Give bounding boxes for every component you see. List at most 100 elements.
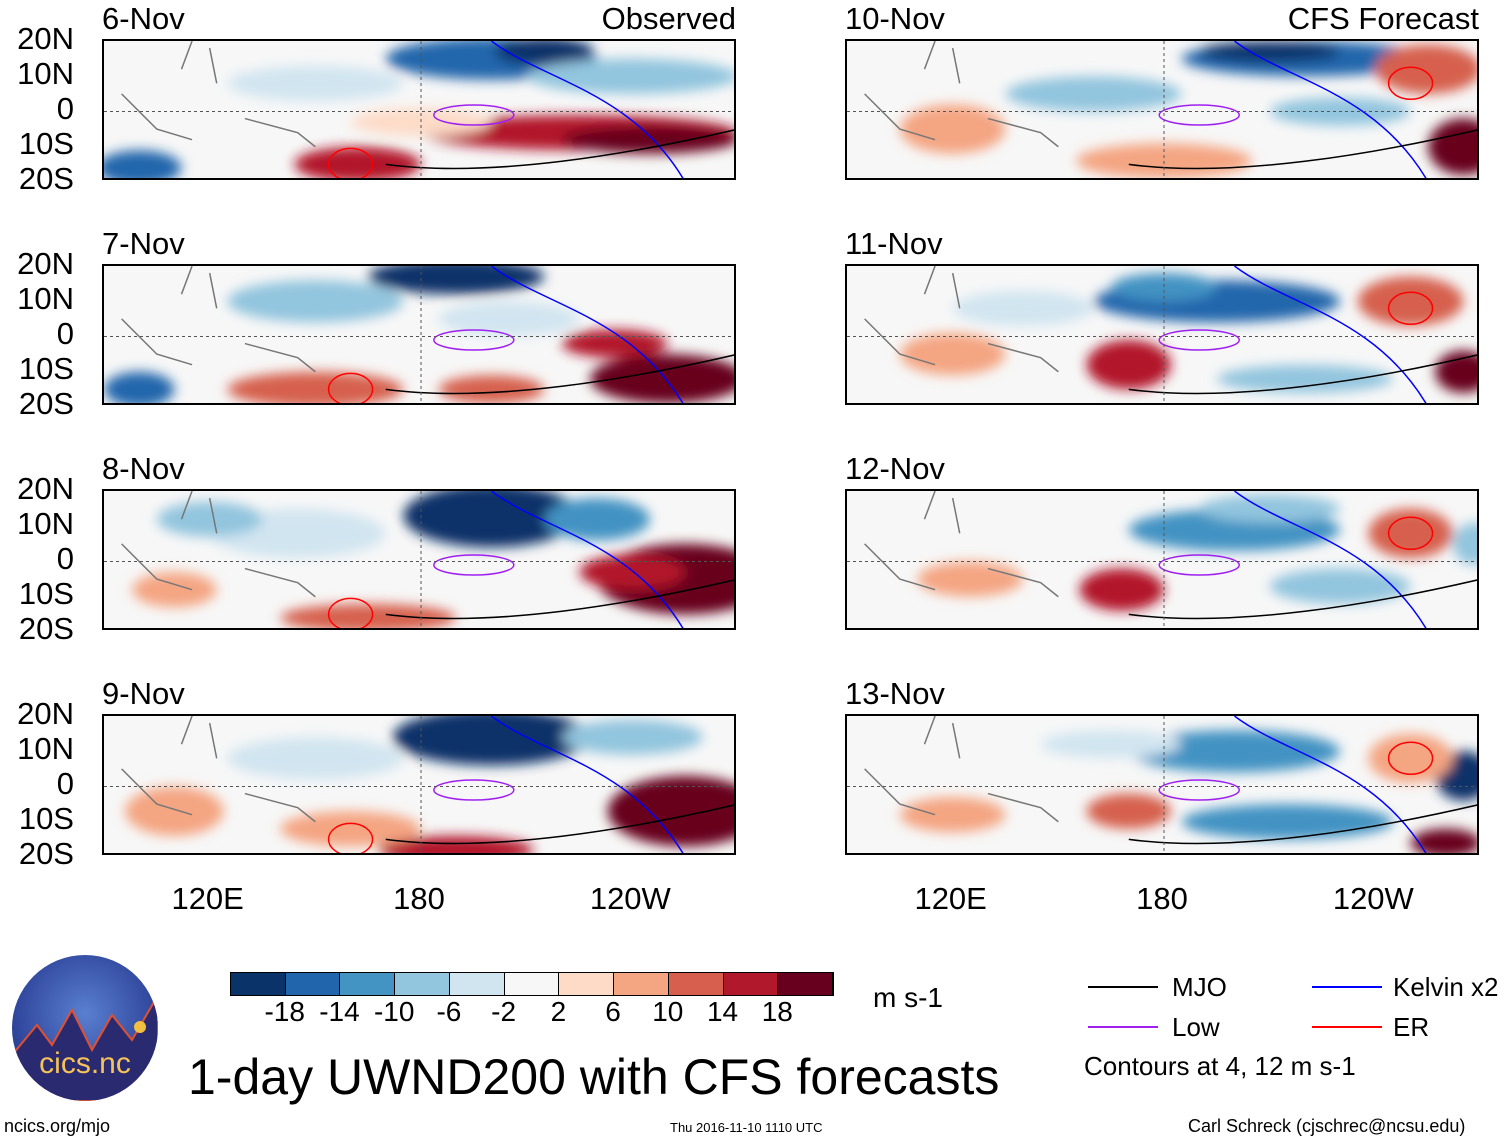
colorbar-swatch [285,973,341,995]
wind-anomaly-region [1111,273,1217,302]
wind-anomaly-region [544,498,650,541]
wind-anomaly-region [403,491,580,548]
wind-anomaly-region [280,603,457,628]
er-contour [1387,291,1434,326]
er-contour [327,147,374,178]
er-contour [327,822,374,853]
lon-tick-label: 120E [171,881,244,916]
wind-anomaly-region [1368,508,1453,558]
wind-anomaly-region [1181,804,1393,840]
coastline [864,266,1059,373]
legend-line-er [1312,1026,1382,1028]
colorbar-swatch [559,973,615,995]
colorbar-swatch [449,973,505,995]
lat-tick-label: 0 [56,91,74,126]
cics-logo: cics.nc [12,955,158,1101]
map-panel [102,39,736,180]
low-contour [433,554,515,576]
legend-line-kelvin [1312,986,1382,988]
wind-anomaly-region [132,572,217,608]
panel-date-label: 10-Nov [845,1,945,36]
figure-title: 1-day UWND200 with CFS forecasts [188,1049,1000,1105]
colorbar-tick-label: 2 [550,996,567,1027]
panel-date-label: 13-Nov [845,676,945,711]
mjo-contour [385,129,734,170]
low-contour [1158,104,1240,126]
mjo-contour [1128,354,1477,395]
wind-anomaly-region [952,290,1094,326]
mjo-contour [1128,804,1477,845]
panel-date-label: 6-Nov [102,1,185,36]
low-contour [1158,554,1240,576]
kelvin-contour [1233,266,1427,403]
panel-date-label: 7-Nov [102,226,185,261]
wind-anomaly-region [561,329,668,358]
map-panel [102,714,736,855]
low-contour [433,104,515,126]
colorbar-swatch [668,973,724,995]
lon-tick-label: 120W [589,881,671,916]
lat-tick-label: 20S [18,611,74,646]
lat-tick-label: 10N [17,731,74,766]
lon-tick-label: 120E [914,881,987,916]
map-panel [102,489,736,630]
wind-anomaly-region [156,501,263,537]
lat-tick-label: 10S [18,576,74,611]
low-contour [1158,329,1240,351]
map-panel [845,714,1479,855]
lat-tick-label: 20S [18,386,74,421]
wind-anomaly-region [227,280,404,323]
panel-date-label: 11-Nov [845,226,943,261]
colorbar [230,972,834,996]
wind-anomaly-region [1128,730,1341,773]
coastline [864,716,1059,823]
lat-tick-label: 20N [17,21,74,56]
lat-tick-label: 10N [17,506,74,541]
wind-anomaly-region [438,375,545,403]
er-contour [1387,741,1434,776]
wind-anomaly-region [1357,276,1464,326]
map-panel [845,489,1479,630]
column-label: CFS Forecast [1287,1,1479,36]
lon-tick-label: 120W [1332,881,1414,916]
wind-anomaly-region [350,107,492,137]
er-contour [1387,516,1434,551]
wind-anomaly-region [1075,143,1253,178]
low-contour [433,329,515,351]
footer-url[interactable]: ncics.org/mjo [4,1116,111,1136]
wind-anomaly-region [1375,44,1477,94]
wind-anomaly-region [378,835,534,853]
lon-tick-label: 180 [393,881,445,916]
wind-anomaly-region [104,371,175,403]
colorbar-tick-label: -2 [491,996,517,1027]
lat-tick-label: 20N [17,696,74,731]
wind-anomaly-region [104,150,182,178]
coastline [864,491,1059,598]
kelvin-contour [1233,41,1427,178]
wind-anomaly-region [917,561,1024,597]
kelvin-contour [1233,491,1427,628]
wind-anomaly-region [526,58,734,94]
mjo-contour [1128,579,1477,620]
legend-line-mjo [1088,986,1158,988]
lat-tick-label: 20S [18,161,74,196]
wind-anomaly-region [294,146,421,178]
colorbar-tick-label: 18 [761,996,793,1027]
colorbar-units: m s-1 [873,982,943,1013]
logo-text: cics.nc [39,1047,131,1080]
er-contour [1387,66,1434,101]
legend-line-low [1088,1026,1158,1028]
colorbar-tick-label: -18 [264,996,305,1027]
wind-anomaly-region [1086,793,1172,829]
colorbar-tick-label: 6 [605,996,621,1027]
lat-tick-label: 10S [18,801,74,836]
kelvin-contour [490,266,684,403]
wind-anomaly-region [1040,730,1182,759]
wind-anomaly-region [1368,733,1453,783]
wind-anomaly-region [579,554,686,590]
lat-tick-label: 20S [18,836,74,871]
legend-kelvin: Kelvin x2 [1393,972,1499,1002]
wind-anomaly-region [438,301,580,337]
wind-anomaly-region [1086,340,1172,390]
er-contour [327,372,374,403]
